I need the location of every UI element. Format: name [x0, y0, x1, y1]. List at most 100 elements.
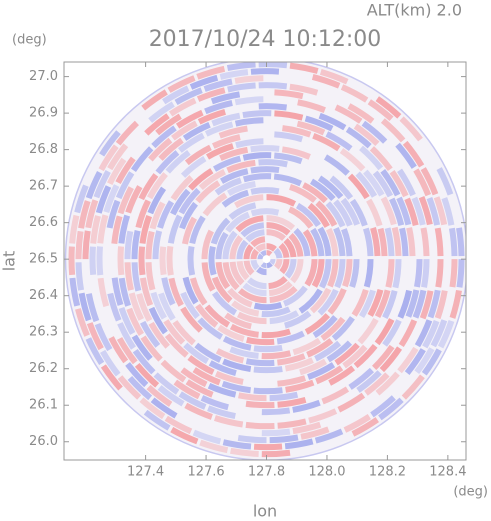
radar-cell — [192, 429, 222, 445]
radar-cell — [250, 68, 280, 75]
radar-cell — [276, 353, 306, 366]
radar-cell — [111, 215, 123, 245]
radar-cell — [159, 246, 167, 276]
plot-frame — [63, 61, 467, 461]
radar-cell — [224, 312, 252, 330]
radar-cell — [124, 230, 134, 260]
radar-cell — [405, 289, 420, 318]
y-tick-label: 26.3 — [29, 325, 58, 340]
radar-cell — [250, 259, 260, 271]
radar-cell — [247, 277, 267, 290]
radar-cell — [145, 230, 155, 260]
radar-cell — [420, 227, 430, 257]
radar-cell — [220, 168, 249, 184]
radar-cell — [312, 315, 338, 339]
radar-cell — [363, 227, 374, 257]
radar-cell — [396, 196, 412, 226]
radar-cell — [285, 379, 315, 393]
radar-cell — [325, 227, 339, 257]
radar-cell — [289, 258, 304, 284]
radar-cell — [427, 289, 441, 319]
radar-cell — [131, 230, 141, 260]
radar-cell — [96, 246, 104, 276]
radar-cell — [222, 335, 252, 351]
radar-cell — [242, 110, 272, 119]
radar-cell — [382, 319, 402, 347]
radar-cell — [289, 83, 319, 96]
radar-cell — [130, 146, 154, 172]
radar-cell — [99, 130, 121, 157]
x-axis-label: lon — [253, 502, 277, 521]
radar-cell — [258, 62, 288, 69]
radar-cell — [420, 167, 439, 196]
radar-cell — [108, 336, 129, 364]
radar-cell — [282, 125, 312, 138]
radar-cell — [298, 288, 323, 314]
radar-cell — [399, 116, 423, 142]
radar-cell — [274, 89, 304, 100]
radar-cell — [434, 290, 448, 320]
radar-cell — [69, 214, 80, 244]
radar-cell — [221, 380, 252, 394]
radar-cell — [349, 198, 368, 227]
radar-cell — [337, 392, 366, 413]
radar-cell — [226, 62, 256, 72]
radar-cell — [218, 125, 248, 139]
radar-cell — [148, 101, 175, 123]
radar-cell — [364, 372, 390, 396]
radar-cell — [430, 319, 448, 348]
radar-cell — [246, 336, 275, 346]
radar-cell — [319, 259, 332, 289]
radar-cell — [277, 418, 307, 429]
radar-cell — [242, 173, 272, 183]
y-tick-label: 26.2 — [29, 361, 58, 376]
radar-cell — [449, 289, 462, 319]
radar-cell — [326, 340, 353, 363]
x-tick-label: 127.8 — [248, 465, 285, 480]
radar-cell — [199, 439, 229, 454]
radar-cell — [150, 397, 178, 419]
radar-cell — [363, 169, 385, 197]
radar-cell — [292, 421, 322, 435]
radar-cell — [141, 89, 168, 111]
radar-cell — [377, 227, 388, 257]
radar-cell — [211, 276, 233, 304]
radar-cell — [98, 144, 119, 172]
radar-cell — [250, 208, 280, 217]
radar-cell — [278, 242, 290, 259]
radar-cell — [349, 259, 360, 288]
radar-cell — [117, 246, 125, 276]
radar-cell — [282, 285, 308, 307]
radar-cell — [94, 322, 113, 352]
radar-cell — [215, 261, 231, 290]
radar-cell — [189, 215, 206, 245]
radar-cell — [197, 317, 224, 340]
radar-cell — [208, 246, 217, 276]
radar-cell — [153, 372, 180, 395]
radar-cell — [273, 258, 283, 270]
radar-cell — [117, 186, 134, 215]
radar-cell — [370, 395, 396, 418]
radar-cell — [177, 132, 205, 153]
radar-cell — [266, 215, 296, 231]
radar-cell — [317, 226, 332, 257]
radar-cell — [375, 371, 400, 396]
radar-cell — [188, 168, 214, 191]
radar-cell — [411, 196, 426, 226]
radar-cell — [195, 303, 219, 328]
radar-cell — [192, 367, 221, 386]
radar-cell — [69, 277, 81, 307]
radar-cell — [149, 201, 166, 230]
radar-cell — [319, 68, 349, 85]
radar-cell — [370, 227, 381, 257]
radar-cell — [194, 342, 222, 363]
radar-cell — [266, 229, 286, 242]
radar-cell — [86, 322, 104, 351]
radar-cell — [304, 115, 334, 132]
radar-cell — [158, 137, 184, 161]
radar-center — [262, 255, 271, 264]
radar-cell — [266, 250, 273, 258]
y-tick-label: 26.4 — [29, 288, 58, 303]
radar-cell — [237, 311, 267, 325]
radar-cell — [131, 262, 142, 292]
